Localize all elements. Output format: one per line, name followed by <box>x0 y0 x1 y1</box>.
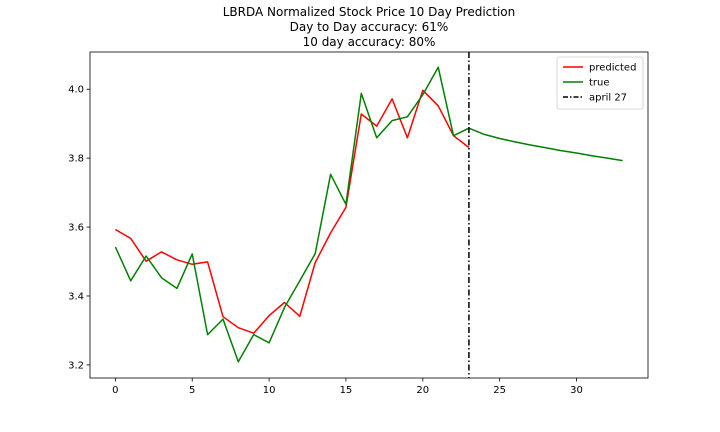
y-axis: 3.2 3.4 3.6 3.8 4.0 <box>68 85 90 371</box>
x-axis: 0 5 10 15 20 25 30 <box>112 378 583 396</box>
series-line-true <box>114 66 623 363</box>
x-tick-label: 20 <box>416 385 429 396</box>
y-tick-label: 4.0 <box>68 85 84 96</box>
y-tick-label: 3.2 <box>68 360 84 371</box>
plot-content <box>114 52 623 378</box>
title-line-2: Day to Day accuracy: 61% <box>290 20 449 34</box>
title-line-3: 10 day accuracy: 80% <box>303 35 436 49</box>
series-line-predicted <box>115 89 470 334</box>
plot-frame <box>89 51 649 379</box>
legend-label: predicted <box>589 63 636 74</box>
x-tick-label: 30 <box>570 385 583 396</box>
x-tick-label: 5 <box>189 385 195 396</box>
x-tick-label: 0 <box>112 385 118 396</box>
y-tick-label: 3.4 <box>68 291 84 302</box>
y-tick-label: 3.6 <box>68 223 84 234</box>
title-line-1: LBRDA Normalized Stock Price 10 Day Pred… <box>223 5 516 19</box>
legend-label: true <box>589 78 610 89</box>
y-tick-label: 3.8 <box>68 154 84 165</box>
legend-label: april 27 <box>589 93 627 104</box>
chart-title: LBRDA Normalized Stock Price 10 Day Pred… <box>223 5 516 49</box>
x-tick-label: 10 <box>263 385 276 396</box>
x-tick-label: 15 <box>340 385 353 396</box>
legend: predicted true april 27 <box>556 56 644 110</box>
legend-box <box>556 56 644 110</box>
x-tick-label: 25 <box>493 385 506 396</box>
